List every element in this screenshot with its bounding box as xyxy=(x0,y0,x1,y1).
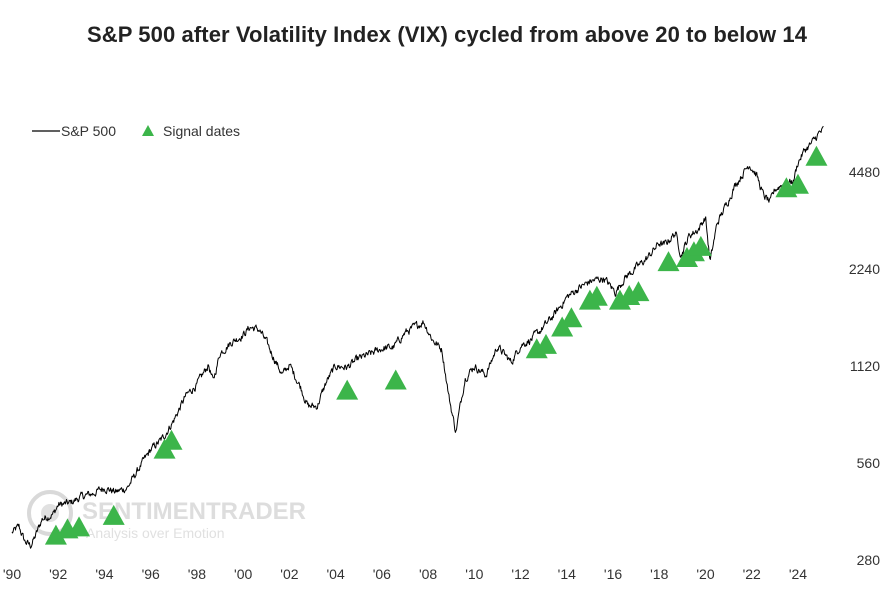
x-tick-label: '22 xyxy=(743,566,761,582)
signal-marker xyxy=(68,516,91,537)
signal-marker xyxy=(786,173,809,194)
x-tick-label: '18 xyxy=(650,566,668,582)
y-tick-label: 2240 xyxy=(849,261,880,277)
x-tick-label: '00 xyxy=(234,566,252,582)
legend: S&P 500 Signal dates xyxy=(32,123,240,139)
signal-marker xyxy=(102,504,125,525)
signal-marker xyxy=(336,379,359,400)
signal-marker xyxy=(534,333,557,354)
x-tick-label: '06 xyxy=(373,566,391,582)
x-tick-label: '90 xyxy=(3,566,21,582)
y-tick-label: 4480 xyxy=(849,164,880,180)
signal-marker xyxy=(560,307,583,328)
plot xyxy=(11,125,824,549)
signal-marker xyxy=(160,429,183,450)
watermark-tagline: Analysis over Emotion xyxy=(86,525,225,541)
watermark-logo-icon xyxy=(27,490,73,536)
signal-marker xyxy=(689,235,712,256)
signal-marker xyxy=(585,285,608,306)
x-tick-label: '10 xyxy=(465,566,483,582)
x-tick-label: '20 xyxy=(696,566,714,582)
y-axis: 280 560 1120 2240 4480 xyxy=(849,164,880,568)
signal-marker xyxy=(657,251,680,272)
watermark: SENTIMENTRADER Analysis over Emotion xyxy=(27,490,306,541)
signal-marker xyxy=(44,524,67,545)
x-tick-label: '98 xyxy=(188,566,206,582)
x-tick-label: '24 xyxy=(789,566,807,582)
y-tick-label: 280 xyxy=(857,552,881,568)
y-tick-label: 1120 xyxy=(850,358,880,374)
signal-markers xyxy=(44,145,828,545)
legend-triangle-icon xyxy=(142,125,154,136)
x-tick-label: '14 xyxy=(558,566,576,582)
legend-label-sp500: S&P 500 xyxy=(61,123,116,139)
x-tick-label: '94 xyxy=(95,566,113,582)
signal-marker xyxy=(627,281,650,302)
x-tick-label: '16 xyxy=(604,566,622,582)
legend-label-signals: Signal dates xyxy=(163,123,240,139)
chart-title: S&P 500 after Volatility Index (VIX) cyc… xyxy=(86,22,808,47)
x-tick-label: '04 xyxy=(327,566,345,582)
x-tick-label: '96 xyxy=(142,566,160,582)
signal-marker xyxy=(805,145,828,166)
x-tick-label: '02 xyxy=(280,566,298,582)
x-tick-label: '12 xyxy=(511,566,529,582)
x-tick-label: '08 xyxy=(419,566,437,582)
x-tick-label: '92 xyxy=(49,566,67,582)
sp500-line xyxy=(11,125,824,549)
signal-marker xyxy=(384,369,407,390)
x-axis: '90 '92 '94 '96 '98 '00 '02 '04 '06 '08 '10 '12 '14 '… xyxy=(3,566,807,582)
y-tick-label: 560 xyxy=(857,455,881,471)
